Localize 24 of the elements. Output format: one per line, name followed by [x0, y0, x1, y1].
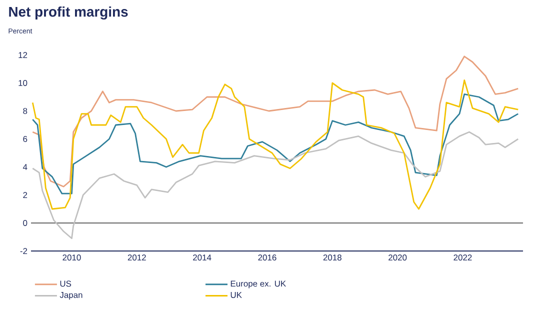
y-tick-label: 4 — [22, 164, 28, 170]
legend-label: Europe ex. UK — [230, 280, 286, 288]
line-series — [32, 94, 519, 194]
x-tick-label: 2016 — [258, 254, 276, 261]
legend-label: US — [60, 280, 72, 287]
y-tick-label: -2 — [20, 248, 28, 254]
line-series — [32, 56, 519, 188]
legend-label: UK — [230, 292, 242, 298]
x-tick-label: 2020 — [388, 254, 407, 261]
y-tick-label: 8 — [23, 108, 28, 114]
x-tick-label: 2010 — [62, 254, 81, 261]
y-tick-label: 6 — [23, 136, 28, 142]
chart-title: Net profit margins — [9, 6, 128, 20]
y-tick-label: 2 — [23, 192, 28, 198]
line-series — [32, 80, 519, 210]
x-tick-label: 2012 — [128, 254, 146, 261]
x-tick-label: 2014 — [193, 254, 212, 261]
y-tick-label: 0 — [23, 220, 28, 226]
line-series — [32, 131, 519, 240]
y-tick-label: 10 — [18, 80, 28, 86]
x-tick-label: 2018 — [323, 254, 342, 261]
y-tick-label: 12 — [18, 52, 28, 58]
legend-label: Japan — [60, 292, 82, 300]
x-tick-label: 2022 — [454, 254, 472, 261]
